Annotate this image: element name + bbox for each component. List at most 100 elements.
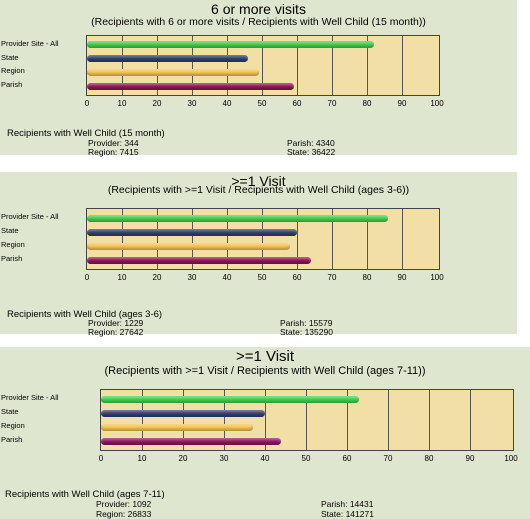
category-label: Region	[1, 240, 25, 249]
x-tick-label: 60	[342, 454, 352, 463]
x-tick-label: 30	[219, 454, 229, 463]
bar-provider-site-all	[101, 395, 360, 403]
bar-parish	[87, 256, 311, 264]
footer-region: Region: 26833	[96, 509, 152, 519]
chart-subtitle: (Recipients with >=1 Visit / Recipients …	[107, 184, 410, 196]
x-tick-label: 40	[222, 273, 232, 282]
x-tick-label: 20	[152, 273, 162, 282]
x-tick-label: 50	[301, 454, 311, 463]
gridline	[142, 390, 143, 450]
chart-title: 6 or more visits	[211, 1, 306, 17]
x-tick-label: 20	[152, 99, 162, 108]
plot-area	[86, 208, 440, 270]
x-tick-label: 70	[327, 273, 337, 282]
x-tick-label: 0	[98, 454, 104, 463]
chart-panel-1: 6 or more visits (Recipients with 6 or m…	[0, 0, 517, 157]
category-label: Provider Site - All	[1, 393, 59, 402]
chart-panel-2: >=1 Visit (Recipients with >=1 Visit / R…	[0, 172, 517, 337]
x-tick-label: 20	[178, 454, 188, 463]
gridline	[367, 36, 368, 95]
gridline	[157, 36, 158, 95]
gridline	[297, 209, 298, 269]
footer-provider: Provider: 344	[88, 138, 139, 148]
gridline	[402, 36, 403, 95]
x-tick-label: 90	[465, 454, 475, 463]
x-tick-label: 90	[397, 273, 407, 282]
x-tick-label: 50	[257, 99, 267, 108]
gridline	[297, 36, 298, 95]
gridline	[429, 390, 430, 450]
category-label: Parish	[1, 254, 23, 263]
footer-title: Recipients with Well Child (ages 7-11)	[5, 489, 165, 500]
category-label: Parish	[1, 80, 23, 90]
footer-parish: Parish: 15579	[280, 318, 333, 328]
x-tick-label: 100	[430, 273, 444, 282]
footer-provider: Provider: 1229	[88, 318, 144, 328]
category-label: State	[1, 407, 19, 416]
gridline	[332, 36, 333, 95]
x-tick-label: 0	[84, 99, 90, 108]
bar-provider-site-all	[87, 41, 374, 49]
gridline	[183, 390, 184, 450]
x-tick-label: 30	[187, 273, 197, 282]
x-tick-label: 70	[327, 99, 337, 108]
x-tick-label: 50	[257, 273, 267, 282]
category-label: State	[1, 226, 19, 235]
chart-title: >=1 Visit	[235, 348, 295, 365]
footer-region: Region: 7415	[88, 147, 139, 157]
footer-title: Recipients with Well Child (15 month)	[7, 128, 165, 139]
footer-state: State: 36422	[287, 147, 336, 157]
gridline	[367, 209, 368, 269]
bar-state	[101, 409, 265, 417]
chart-panel-3: >=1 Visit (Recipients with >=1 Visit / R…	[0, 347, 530, 519]
gridline	[224, 390, 225, 450]
footer-title: Recipients with Well Child (ages 3-6)	[7, 309, 163, 320]
gridline	[262, 209, 263, 269]
bar-state	[87, 55, 248, 63]
gridline	[192, 209, 193, 269]
gridline	[122, 36, 123, 95]
gridline	[227, 209, 228, 269]
gridline	[306, 390, 307, 450]
bar-parish	[87, 82, 294, 90]
chart-subtitle: (Recipients with 6 or more visits / Reci…	[91, 16, 426, 28]
x-tick-label: 10	[117, 273, 127, 282]
footer-state: State: 141271	[321, 509, 374, 519]
plot-area	[100, 389, 514, 451]
category-label: Region	[1, 421, 25, 430]
x-tick-label: 80	[424, 454, 434, 463]
x-tick-label: 60	[292, 273, 302, 282]
category-label: Provider Site - All	[1, 38, 59, 48]
gridline	[265, 390, 266, 450]
gridline	[388, 390, 389, 450]
gridline	[470, 390, 471, 450]
x-tick-label: 100	[430, 99, 444, 108]
x-tick-label: 80	[362, 99, 372, 108]
bar-provider-site-all	[87, 214, 388, 222]
x-tick-label: 70	[383, 454, 393, 463]
bar-state	[87, 228, 297, 236]
gridline	[192, 36, 193, 95]
x-tick-label: 80	[362, 273, 372, 282]
x-tick-label: 10	[137, 454, 147, 463]
x-tick-label: 10	[117, 99, 127, 108]
footer-state: State: 135290	[280, 327, 333, 337]
x-tick-label: 0	[84, 273, 90, 282]
category-label: Parish	[1, 435, 23, 444]
bar-region	[101, 423, 253, 431]
gridline	[227, 36, 228, 95]
bar-region	[87, 68, 259, 76]
chart-title: >=1 Visit	[231, 173, 286, 189]
x-tick-label: 90	[397, 99, 407, 108]
gridline	[122, 209, 123, 269]
gridline	[157, 209, 158, 269]
gridline	[332, 209, 333, 269]
footer-parish: Parish: 4340	[287, 138, 335, 148]
chart-subtitle: (Recipients with >=1 Visit / Recipients …	[104, 365, 426, 377]
plot-area	[86, 35, 440, 96]
category-label: Provider Site - All	[1, 212, 59, 221]
x-tick-label: 40	[260, 454, 270, 463]
x-tick-label: 60	[292, 99, 302, 108]
bar-parish	[101, 437, 282, 445]
gridline	[347, 390, 348, 450]
